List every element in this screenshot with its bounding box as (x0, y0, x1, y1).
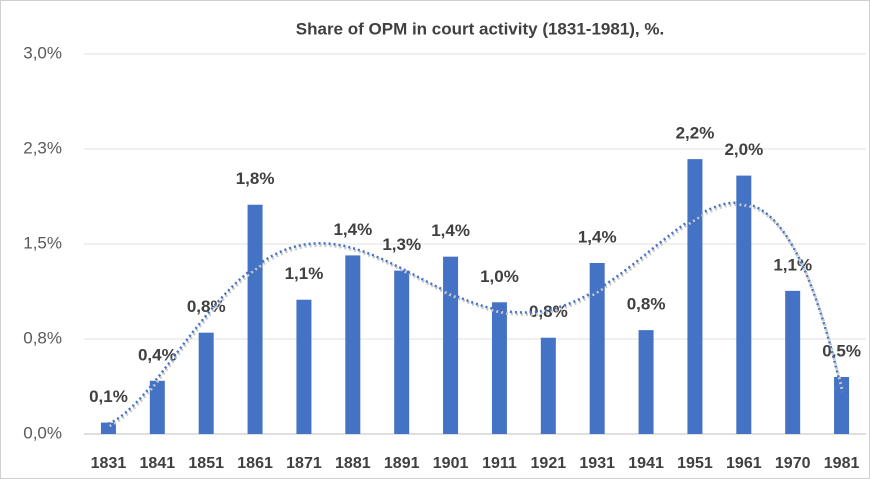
bar (100, 422, 116, 434)
bar (736, 175, 752, 434)
x-tick-label: 1970 (775, 455, 811, 472)
x-tick-label: 1891 (384, 455, 420, 472)
bar (149, 380, 165, 434)
data-label: 0,8% (187, 297, 226, 316)
data-label: 2,2% (676, 124, 715, 143)
data-label: 1,1% (773, 255, 812, 274)
x-tick-label: 1931 (579, 455, 615, 472)
x-tick-label: 1961 (726, 455, 762, 472)
y-tick-label: 3,0% (23, 43, 62, 62)
bar (394, 270, 410, 434)
x-tick-label: 1881 (335, 455, 371, 472)
y-tick-label: 2,3% (23, 138, 62, 157)
bar (589, 263, 605, 434)
data-label: 0,8% (529, 302, 568, 321)
bar (443, 256, 459, 434)
bar (540, 337, 556, 434)
x-tick-label: 1951 (677, 455, 713, 472)
trendline-shadow (108, 203, 845, 428)
bar (834, 377, 850, 434)
x-tick-label: 1841 (140, 455, 176, 472)
bar (491, 302, 507, 434)
bar (687, 159, 703, 434)
bar (785, 290, 801, 434)
trendline (107, 201, 843, 425)
data-label: 0,5% (822, 341, 861, 360)
x-tick-label: 1911 (482, 455, 517, 472)
data-label: 1,3% (382, 235, 421, 254)
data-label: 1,4% (333, 220, 372, 239)
bar (345, 255, 361, 434)
x-tick-label: 1871 (286, 455, 322, 472)
data-label: 2,0% (724, 140, 763, 159)
chart-title: Share of OPM in court activity (1831-198… (296, 19, 664, 38)
bar (198, 332, 214, 434)
data-label: 1,4% (578, 227, 617, 246)
data-label: 0,1% (89, 387, 128, 406)
bar (247, 204, 263, 434)
data-label: 0,4% (138, 345, 177, 364)
y-tick-label: 1,5% (23, 233, 62, 252)
data-label: 0,8% (627, 295, 666, 314)
bar (638, 330, 654, 434)
data-label: 1,8% (236, 169, 275, 188)
data-label: 1,1% (285, 264, 324, 283)
x-tick-label: 1981 (824, 455, 860, 472)
data-label: 1,0% (480, 267, 519, 286)
data-label: 1,4% (431, 221, 470, 240)
x-tick-label: 1921 (531, 455, 567, 472)
y-tick-label: 0,8% (23, 328, 62, 347)
x-tick-label: 1861 (237, 455, 273, 472)
y-tick-label: 0,0% (23, 423, 62, 442)
x-tick-label: 1851 (188, 455, 224, 472)
x-tick-label: 1831 (91, 455, 127, 472)
x-tick-label: 1941 (628, 455, 664, 472)
bar (296, 299, 312, 434)
x-tick-label: 1901 (433, 455, 469, 472)
